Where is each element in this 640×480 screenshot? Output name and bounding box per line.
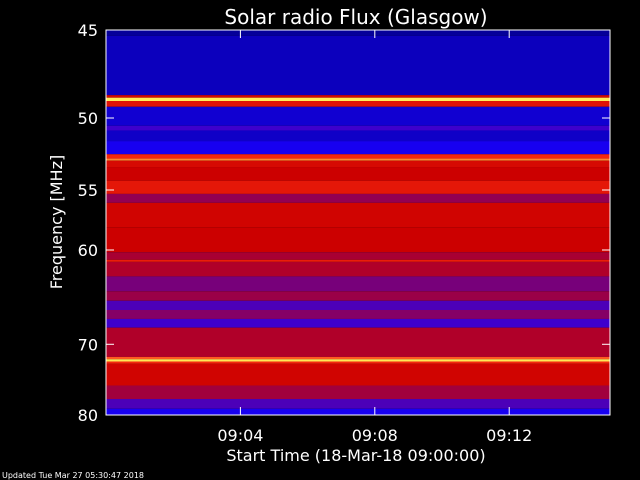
frequency-band xyxy=(106,408,610,415)
y-tick-label: 55 xyxy=(78,181,98,200)
frequency-band xyxy=(106,101,610,107)
frequency-band xyxy=(106,300,610,310)
frequency-band xyxy=(106,160,610,168)
y-tick-label: 50 xyxy=(78,109,98,128)
frequency-band xyxy=(106,318,610,328)
y-tick-label: 70 xyxy=(78,335,98,354)
frequency-band xyxy=(106,167,610,181)
frequency-band xyxy=(106,158,610,161)
x-axis-label: Start Time (18-Mar-18 09:00:00) xyxy=(226,446,485,465)
frequency-band xyxy=(106,35,610,96)
frequency-band xyxy=(106,399,610,409)
frequency-band xyxy=(106,227,610,253)
y-tick-label: 80 xyxy=(78,406,98,425)
y-axis-label: Frequency [MHz] xyxy=(47,155,66,289)
frequency-band xyxy=(106,327,610,357)
frequency-band xyxy=(106,261,610,277)
frequency-band xyxy=(106,252,610,260)
y-axis: 45 50 55 60 70 80 xyxy=(78,21,610,425)
updated-timestamp: Updated Tue Mar 27 05:30:47 2018 xyxy=(2,471,144,480)
x-tick-label: 09:04 xyxy=(217,426,263,445)
frequency-band xyxy=(106,202,610,228)
frequency-band xyxy=(106,125,610,131)
chart-title: Solar radio Flux (Glasgow) xyxy=(224,5,487,29)
y-tick-label: 60 xyxy=(78,241,98,260)
frequency-band xyxy=(106,363,610,386)
frequency-band xyxy=(106,385,610,400)
frequency-band xyxy=(106,154,610,159)
frequency-band xyxy=(106,95,610,98)
x-axis: 09:04 09:08 09:12 xyxy=(217,30,532,445)
frequency-band xyxy=(106,291,610,301)
frequency-band xyxy=(106,310,610,319)
frequency-band xyxy=(106,259,610,262)
frequency-band xyxy=(106,97,610,102)
frequency-band xyxy=(106,130,610,142)
frequency-band xyxy=(106,276,610,292)
x-tick-label: 09:12 xyxy=(486,426,532,445)
y-tick-label: 45 xyxy=(78,21,98,40)
frequency-band xyxy=(106,361,610,364)
x-tick-label: 09:08 xyxy=(352,426,398,445)
frequency-band xyxy=(106,30,610,36)
frequency-band xyxy=(106,359,610,362)
frequency-band xyxy=(106,141,610,155)
frequency-band xyxy=(106,180,610,194)
spectrogram-heatmap xyxy=(106,30,610,415)
plot-frame xyxy=(105,29,611,416)
frequency-band xyxy=(106,356,610,360)
frequency-band xyxy=(106,193,610,203)
frequency-band xyxy=(106,106,610,126)
